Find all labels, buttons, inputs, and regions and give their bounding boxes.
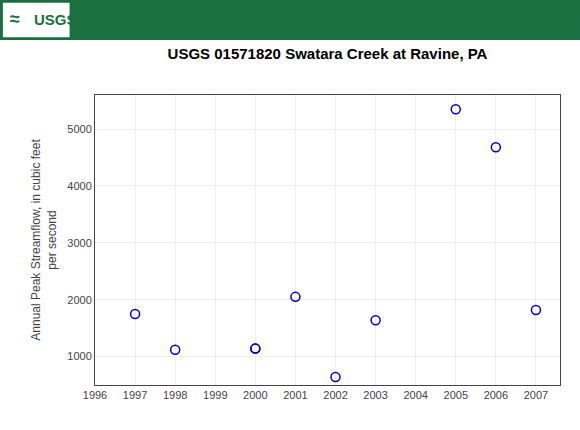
- svg-text:2003: 2003: [363, 389, 387, 401]
- svg-text:5000: 5000: [67, 123, 91, 135]
- svg-text:1999: 1999: [203, 389, 227, 401]
- svg-text:USGS 01571820 Swatara Creek at: USGS 01571820 Swatara Creek at Ravine, P…: [168, 45, 488, 62]
- svg-text:≈: ≈: [10, 9, 20, 29]
- svg-text:2001: 2001: [283, 389, 307, 401]
- svg-text:1998: 1998: [163, 389, 187, 401]
- svg-text:1997: 1997: [123, 389, 147, 401]
- svg-text:2002: 2002: [323, 389, 347, 401]
- svg-text:2007: 2007: [524, 389, 548, 401]
- svg-text:2005: 2005: [444, 389, 468, 401]
- svg-text:Annual Peak Streamflow, in cub: Annual Peak Streamflow, in cubic feetper…: [29, 139, 59, 341]
- svg-text:2000: 2000: [67, 294, 91, 306]
- svg-text:2006: 2006: [484, 389, 508, 401]
- svg-text:1000: 1000: [67, 350, 91, 362]
- svg-text:2000: 2000: [243, 389, 267, 401]
- svg-text:1996: 1996: [83, 389, 107, 401]
- svg-text:2004: 2004: [403, 389, 427, 401]
- svg-text:USGS: USGS: [34, 11, 77, 28]
- svg-text:4000: 4000: [67, 180, 91, 192]
- svg-text:3000: 3000: [67, 237, 91, 249]
